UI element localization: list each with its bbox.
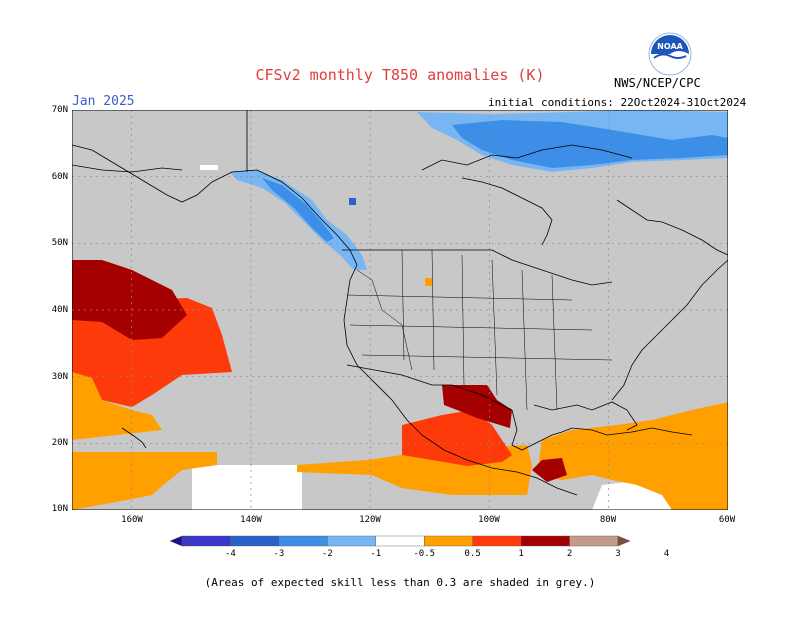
warm-anomaly-area: [72, 452, 217, 510]
lat-label: 40N: [51, 305, 68, 315]
noaa-logo: NOAA: [648, 32, 692, 76]
colorbar-segment: [617, 535, 630, 547]
lat-label: 20N: [51, 438, 68, 448]
warm-anomaly-area: [402, 410, 512, 466]
colorbar-tick-label: -3: [273, 549, 285, 559]
colorbar-segment: [181, 535, 231, 547]
lat-label: 10N: [51, 504, 68, 514]
colorbar-segment: [375, 535, 425, 547]
colorbar-segment: [170, 535, 183, 547]
colorbar-tick-label: 0.5: [464, 549, 481, 559]
strong-warm-anomaly-area: [72, 260, 187, 340]
colorbar-tick-label: 2: [566, 549, 573, 559]
strong-warm-anomaly-area: [532, 458, 567, 482]
warm-anomaly-area: [425, 278, 432, 286]
cold-anomaly-area: [230, 170, 367, 270]
cold-anomaly-area: [452, 120, 728, 168]
colorbar-tick-label: 4: [663, 549, 670, 559]
colorbar-tick-label: -1: [370, 549, 382, 559]
colorbar-tick-label: -2: [321, 549, 333, 559]
cold-anomaly-area: [262, 178, 334, 242]
colorbar-segment: [230, 535, 280, 547]
colorbar-tick-label: -0.5: [413, 549, 436, 559]
skill-footnote: (Areas of expected skill less than 0.3 a…: [204, 576, 596, 589]
map-title: CFSv2 monthly T850 anomalies (K): [255, 66, 545, 84]
valid-month: Jan 2025: [72, 94, 135, 109]
colorbar-segment: [278, 535, 328, 547]
colorbar-segment: [472, 535, 522, 547]
colorbar-segment: [327, 535, 376, 547]
state-borders: [346, 249, 613, 411]
lon-label: 120W: [359, 515, 381, 525]
lon-label: 160W: [121, 515, 143, 525]
graticule: [72, 110, 728, 510]
colorbar-segment: [424, 535, 473, 547]
anomaly-map: [72, 110, 728, 510]
neutral-area: [200, 165, 218, 170]
lon-label: 100W: [478, 515, 500, 525]
warm-anomaly-area: [72, 372, 162, 440]
coastlines: [72, 110, 728, 496]
colorbar-segment: [569, 535, 619, 547]
lon-label: 60W: [718, 515, 736, 525]
logo-text: NOAA: [657, 42, 683, 51]
lat-label: 50N: [51, 238, 68, 248]
agency-label: NWS/NCEP/CPC: [614, 76, 701, 90]
initial-conditions: initial conditions: 22Oct2024-31Oct2024: [488, 96, 747, 109]
colorbar-tick-label: 3: [615, 549, 621, 559]
strong-warm-anomaly-area: [442, 385, 512, 428]
lat-label: 30N: [51, 372, 68, 382]
lat-label: 60N: [51, 172, 68, 182]
colorbar: [170, 535, 630, 547]
lat-label: 70N: [51, 105, 68, 115]
neutral-area: [192, 465, 302, 510]
colorbar-tick-label: -4: [225, 549, 236, 559]
colorbar-segment: [520, 535, 570, 547]
lon-label: 140W: [240, 515, 262, 525]
cold-anomaly-area: [349, 198, 356, 205]
colorbar-tick-label: 1: [518, 549, 524, 559]
lon-label: 80W: [599, 515, 617, 525]
